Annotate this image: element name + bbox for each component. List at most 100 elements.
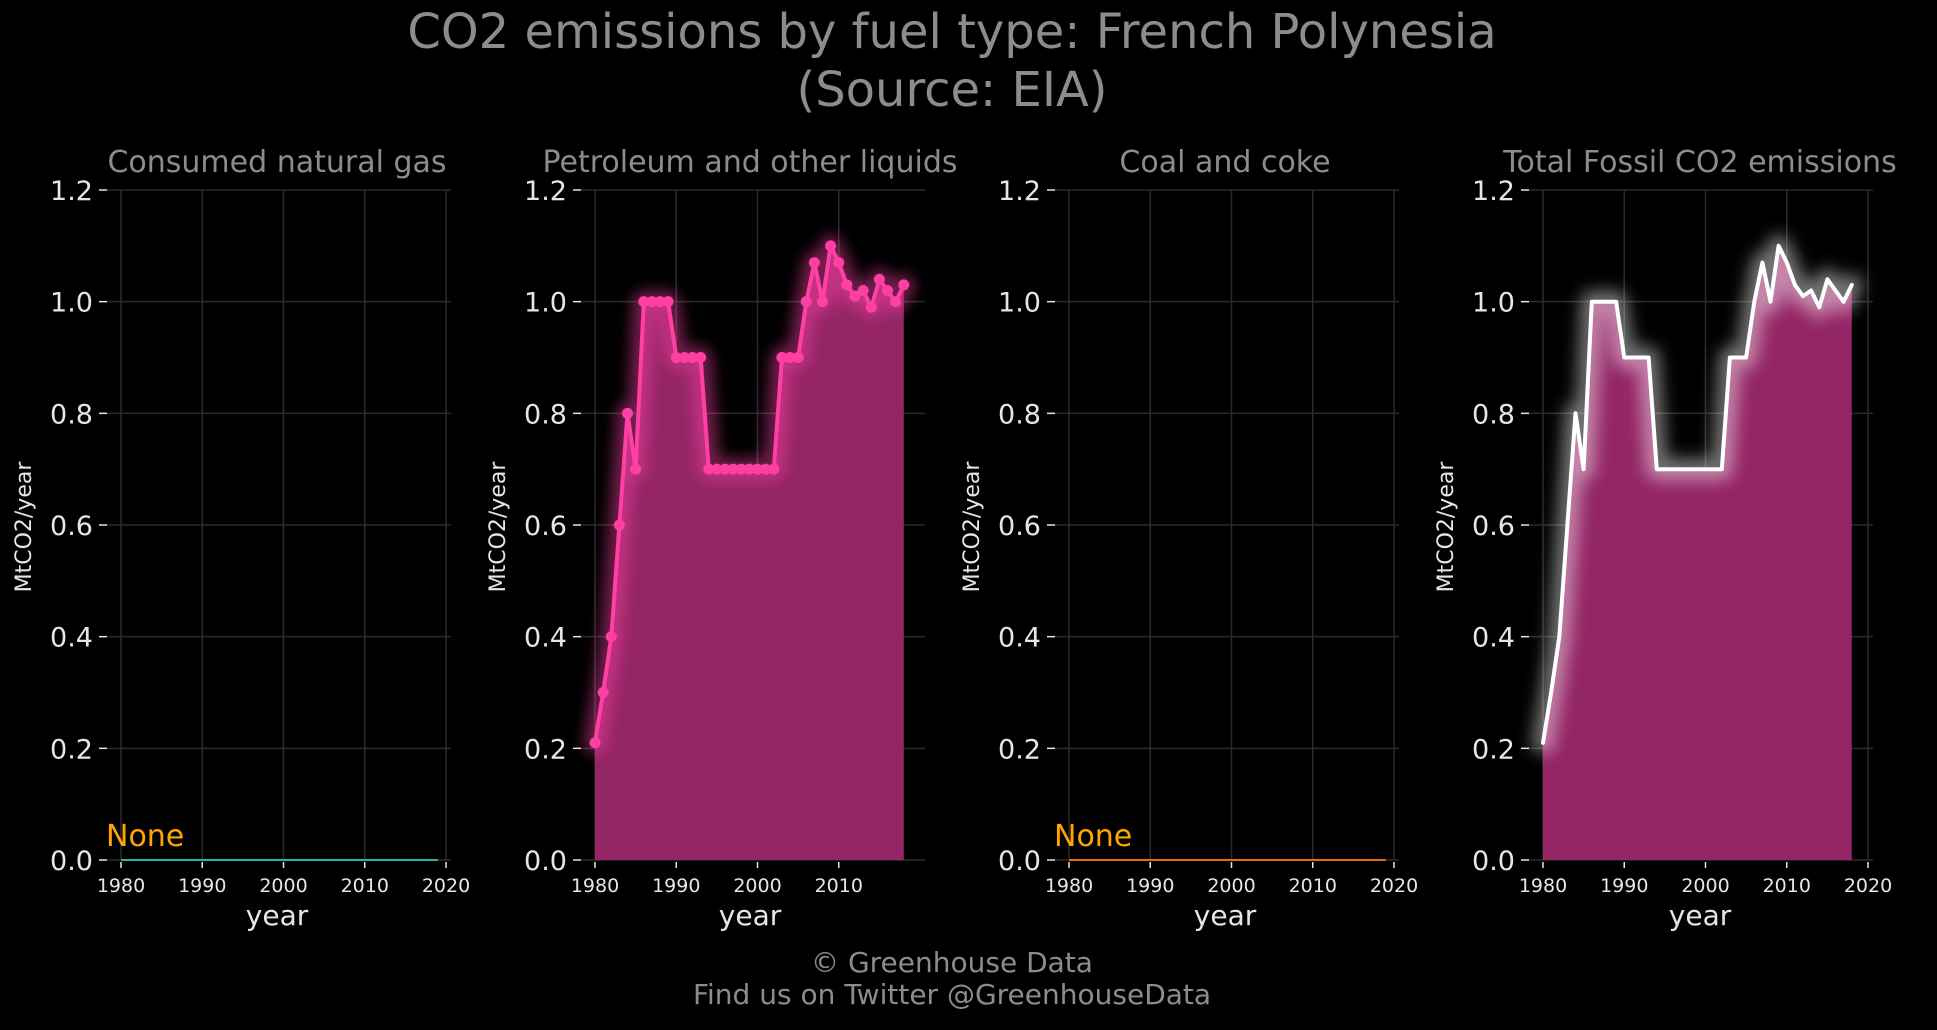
x-tick-label: 2000 xyxy=(733,875,781,897)
x-tick-label: 1980 xyxy=(571,875,619,897)
data-point xyxy=(654,296,666,308)
data-point xyxy=(597,687,609,698)
x-tick-label: 2000 xyxy=(1681,875,1729,897)
y-tick-label: 0.2 xyxy=(998,734,1041,765)
x-tick-label: 1980 xyxy=(1519,875,1567,897)
y-tick-label: 0.6 xyxy=(524,511,567,542)
data-point xyxy=(792,352,804,363)
y-tick-label: 0.4 xyxy=(524,623,567,654)
y-tick-label: 0.0 xyxy=(998,846,1041,877)
data-point xyxy=(817,296,828,308)
y-tick-label: 0.0 xyxy=(1472,846,1515,877)
y-tick-label: 0.6 xyxy=(1472,511,1515,542)
x-tick-label: 1990 xyxy=(178,875,226,897)
data-point xyxy=(743,463,755,475)
x-axis-label: year xyxy=(1194,899,1257,932)
panel-2: Petroleum and other liquids 0.0 0.2 0.4 0.6 0… xyxy=(486,145,958,932)
data-point xyxy=(719,463,731,475)
y-tick-label: 0.2 xyxy=(1472,734,1515,765)
data-point xyxy=(662,296,674,308)
x-tick-label: 2000 xyxy=(259,875,307,897)
data-point xyxy=(825,240,837,252)
data-point xyxy=(638,296,650,308)
series-area xyxy=(1543,245,1852,861)
figure-title: CO2 emissions by fuel type: French Polyn… xyxy=(407,4,1496,60)
x-tick-label: 2010 xyxy=(815,875,863,897)
x-tick-label: 2020 xyxy=(422,875,470,897)
data-point xyxy=(646,296,658,308)
x-tick-label: 1990 xyxy=(1600,875,1648,897)
panel-title: Coal and coke xyxy=(1119,145,1330,180)
y-tick-label: 0.2 xyxy=(524,734,567,765)
data-point xyxy=(589,737,601,749)
y-tick-label: 1.2 xyxy=(998,176,1041,207)
y-tick-label: 1.2 xyxy=(524,176,567,207)
data-point xyxy=(622,407,633,419)
panel-title: Petroleum and other liquids xyxy=(542,145,957,180)
data-point xyxy=(833,257,845,269)
data-point xyxy=(776,352,788,363)
x-axis-label: year xyxy=(246,899,309,932)
data-point xyxy=(841,279,853,291)
panel-3: Coal and coke 0.0 0.2 0.4 0.6 0.8 1.0 1.2 1980 19… xyxy=(960,145,1418,932)
data-point xyxy=(873,273,885,285)
y-tick-label: 1.0 xyxy=(50,288,93,319)
no-data-label: None xyxy=(1054,819,1132,854)
y-axis-label: MtCO2/year xyxy=(12,461,37,593)
y-tick-label: 0.4 xyxy=(1472,623,1515,654)
panel-4: Total Fossil CO2 emissions 0.0 0.2 0.4 0.6 0.… xyxy=(1434,145,1897,932)
panel-title: Total Fossil CO2 emissions xyxy=(1502,145,1896,180)
y-tick-label: 0.0 xyxy=(524,846,567,877)
data-point xyxy=(613,519,625,531)
x-tick-label: 2010 xyxy=(1763,875,1811,897)
y-tick-label: 0.8 xyxy=(524,399,567,430)
y-tick-label: 0.6 xyxy=(998,511,1041,542)
y-tick-label: 1.0 xyxy=(524,288,567,319)
x-tick-label: 2010 xyxy=(341,875,389,897)
y-tick-label: 0.6 xyxy=(50,511,93,542)
y-tick-label: 1.2 xyxy=(50,176,93,207)
x-tick-label: 1990 xyxy=(1126,875,1174,897)
data-point xyxy=(711,463,723,475)
data-point xyxy=(670,352,682,363)
y-tick-label: 1.0 xyxy=(998,288,1041,319)
data-point xyxy=(735,463,747,475)
y-axis-label: MtCO2/year xyxy=(1434,461,1459,593)
data-point xyxy=(857,285,869,296)
data-point xyxy=(630,463,642,475)
x-tick-label: 2000 xyxy=(1207,875,1255,897)
data-point xyxy=(695,352,707,363)
y-tick-label: 0.8 xyxy=(1472,399,1515,430)
y-tick-label: 1.0 xyxy=(1472,288,1515,319)
data-point xyxy=(882,285,893,296)
data-point xyxy=(849,290,861,302)
y-tick-label: 1.2 xyxy=(1472,176,1515,207)
y-axis-label: MtCO2/year xyxy=(960,461,985,593)
data-point xyxy=(800,296,812,308)
data-point xyxy=(678,352,690,363)
x-tick-label: 1980 xyxy=(1045,875,1093,897)
panel-title: Consumed natural gas xyxy=(107,145,446,180)
y-tick-label: 0.8 xyxy=(50,399,93,430)
data-point xyxy=(752,463,763,475)
data-point xyxy=(687,352,698,363)
x-axis-label: year xyxy=(719,899,782,932)
y-tick-label: 0.2 xyxy=(50,734,93,765)
panel-1: Consumed natural gas 0.0 0.2 0.4 0.6 0.8 1.0 1.… xyxy=(12,145,470,932)
x-tick-label: 2020 xyxy=(1370,875,1418,897)
data-point xyxy=(898,279,910,291)
y-tick-label: 0.4 xyxy=(998,623,1041,654)
y-tick-label: 0.0 xyxy=(50,846,93,877)
footer-twitter: Find us on Twitter @GreenhouseData xyxy=(693,978,1211,1011)
series-line xyxy=(1541,243,1854,745)
x-tick-label: 2010 xyxy=(1289,875,1337,897)
figure-subtitle: (Source: EIA) xyxy=(796,62,1107,118)
panels: Consumed natural gas 0.0 0.2 0.4 0.6 0.8 1.0 1.… xyxy=(12,145,1897,932)
x-tick-label: 1990 xyxy=(652,875,700,897)
series-area xyxy=(595,245,904,861)
x-tick-label: 1980 xyxy=(97,875,145,897)
x-tick-label: 2020 xyxy=(1844,875,1892,897)
data-point xyxy=(768,463,780,475)
data-point xyxy=(890,296,902,308)
